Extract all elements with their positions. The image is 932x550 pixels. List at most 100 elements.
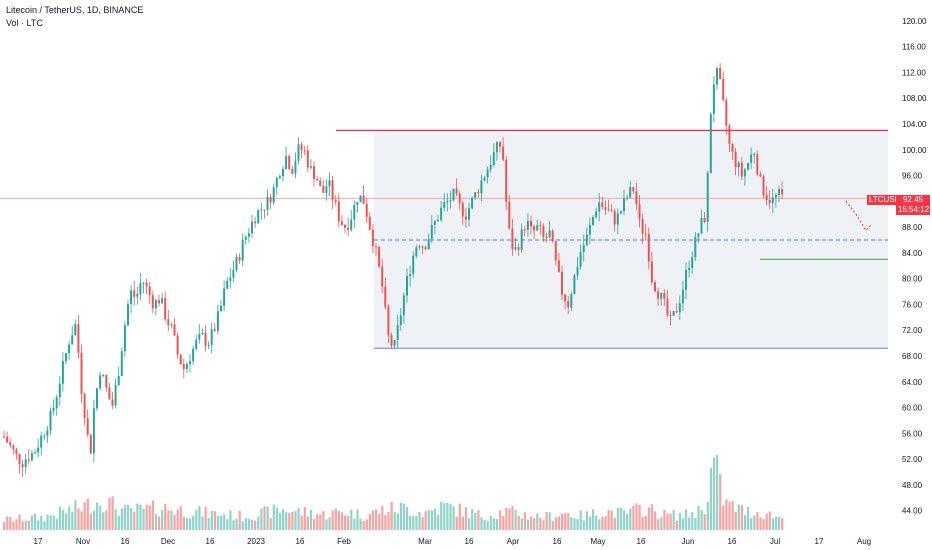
chart-title: Litecoin / TetherUS, 1D, BINANCE [6, 5, 144, 15]
candle-body [756, 154, 759, 175]
volume-bar [508, 508, 511, 530]
volume-bar [437, 514, 440, 530]
candle-body [55, 397, 58, 408]
volume-bar [278, 513, 282, 530]
volume-bar [427, 509, 430, 530]
volume-bar [585, 511, 588, 530]
volume-bar [114, 509, 117, 530]
candle-body [291, 169, 294, 174]
volume-bar [443, 503, 446, 530]
volume-bar [55, 518, 58, 530]
volume-bar [9, 517, 12, 530]
volume-bar [263, 506, 266, 530]
volume-bar [409, 515, 412, 530]
volume-bar [21, 521, 24, 530]
candle-body [61, 361, 64, 384]
volume-bar [185, 518, 189, 530]
x-tick-label: May [590, 537, 605, 546]
volume-bar [489, 515, 492, 530]
candle-body [288, 156, 291, 170]
candle-body [499, 142, 501, 147]
candle-body [725, 100, 728, 126]
volume-bar [272, 504, 275, 530]
x-tick-label: 17 [34, 537, 43, 546]
candle-body [557, 260, 560, 272]
candle-body [712, 84, 715, 115]
volume-bar [601, 516, 604, 530]
x-tick-label: 17 [815, 537, 824, 546]
volume-bar [337, 510, 340, 530]
candle-body [709, 114, 712, 174]
y-tick-label: 76.00 [902, 300, 923, 309]
candle-body [468, 208, 470, 220]
candle-body [238, 257, 241, 261]
candle-body [415, 247, 418, 256]
x-tick-label: 16 [728, 537, 737, 546]
volume-bar [142, 508, 145, 530]
volume-bar [502, 516, 505, 530]
candle-body [58, 383, 61, 398]
volume-bar [396, 513, 399, 530]
candle-body [508, 201, 511, 229]
volume-bar [223, 514, 226, 530]
volume-bar [77, 508, 80, 530]
candle-body [669, 314, 672, 316]
candle-body [412, 255, 415, 274]
candle-body [740, 162, 743, 177]
candle-body [161, 298, 164, 304]
candle-body [778, 189, 780, 196]
candle-body [771, 197, 774, 204]
volume-bar [102, 512, 105, 530]
candle-body [350, 219, 353, 230]
volume-bar [111, 496, 114, 530]
volume-bar [170, 510, 173, 530]
volume-bar [220, 515, 223, 530]
volume-bar [371, 510, 375, 530]
candle-body [464, 216, 467, 220]
volume-bar [768, 511, 771, 530]
candle-body [120, 351, 123, 377]
volume-bar [226, 519, 229, 530]
x-tick-label: Mar [418, 537, 432, 546]
candle-body [6, 436, 9, 443]
candle-body [471, 197, 474, 209]
candle-body [167, 319, 170, 326]
candle-body [77, 324, 80, 353]
volume-bar [511, 506, 514, 530]
candle-body [551, 230, 554, 242]
volume-bar [390, 501, 393, 530]
volume-bar [34, 513, 37, 530]
candle-body [623, 198, 625, 212]
candle-body [706, 173, 709, 223]
candle-body [520, 229, 523, 250]
candle-body [99, 375, 102, 389]
candle-body [269, 196, 272, 203]
volume-bar [666, 513, 669, 530]
candle-body [381, 266, 384, 287]
volume-bar [461, 516, 464, 530]
volume-bar [46, 514, 49, 530]
candle-body [728, 125, 731, 145]
candle-body [316, 179, 319, 181]
candle-body [49, 410, 52, 431]
candle-body [675, 311, 678, 313]
volume-bar [533, 518, 536, 530]
candle-body [71, 335, 74, 345]
volume-bar [359, 518, 362, 530]
x-tick-label: Dec [161, 537, 175, 546]
candle-body [244, 236, 247, 240]
candle-body [502, 146, 505, 160]
candle-body [396, 325, 399, 340]
candle-body [743, 169, 746, 177]
candle-body [452, 188, 455, 201]
volume-bar [740, 505, 743, 530]
candle-body [40, 435, 43, 448]
candle-body [9, 442, 12, 446]
candle-body [378, 246, 381, 267]
candle-body [263, 209, 266, 211]
volume-bar [440, 501, 443, 530]
volume-bar [216, 516, 220, 530]
candle-body [356, 202, 359, 205]
symbol-price-tag: LTCUSDT [867, 195, 906, 205]
